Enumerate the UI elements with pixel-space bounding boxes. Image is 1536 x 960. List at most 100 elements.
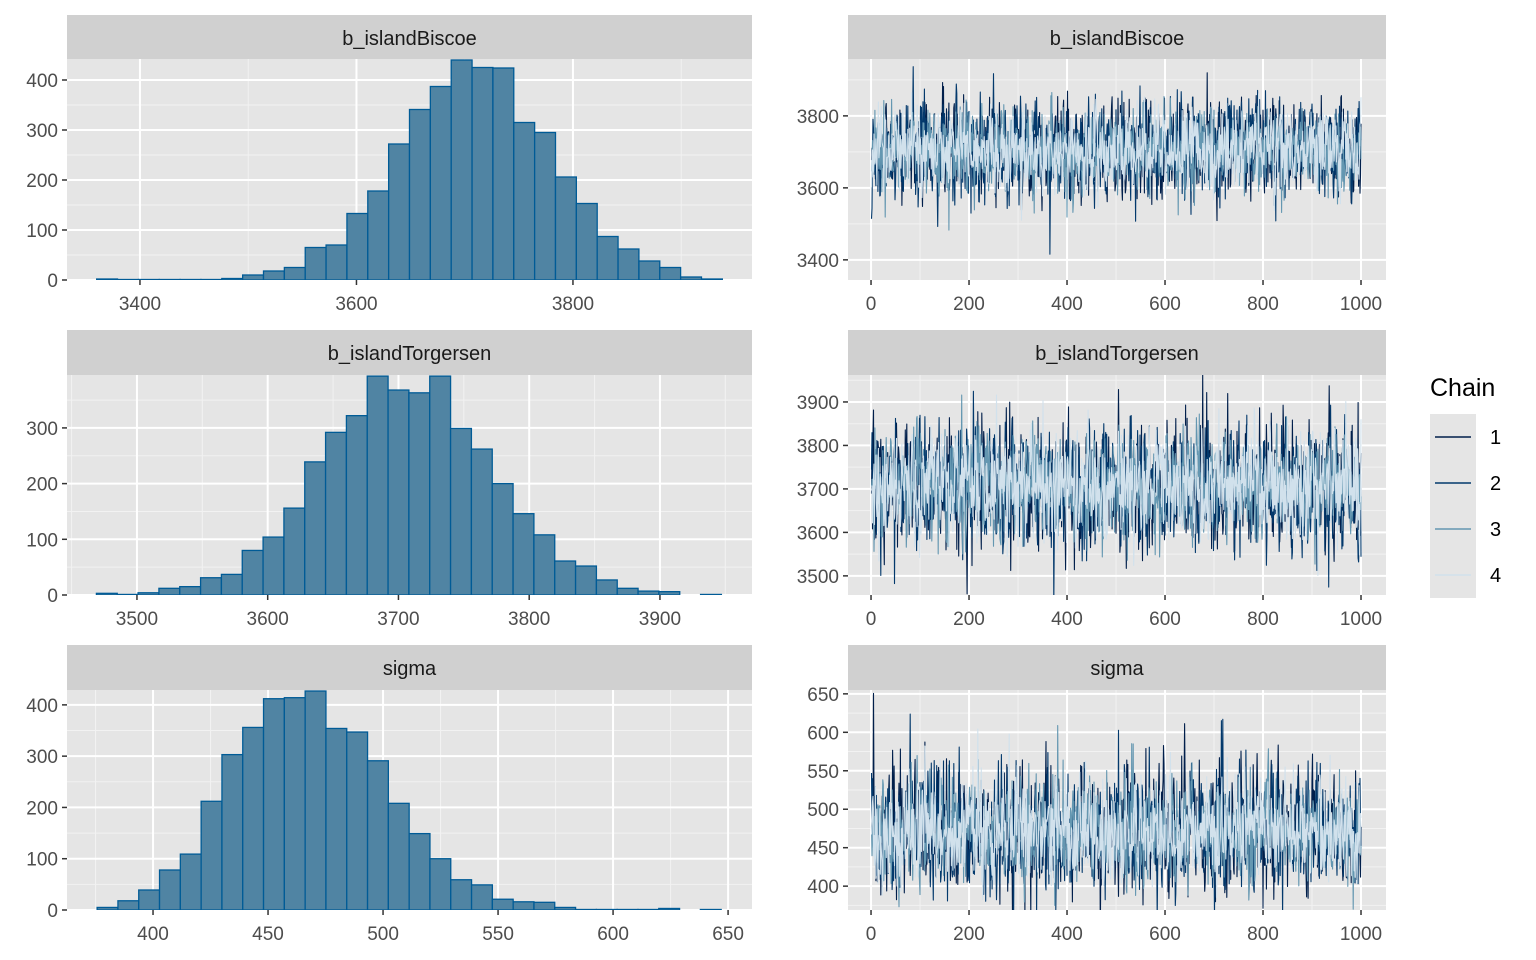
x-tick-label: 400	[1051, 294, 1083, 315]
histogram-panel-b-islandbiscoe: b_islandBiscoe 3400 3600 3800 0 100 200 300 400	[26, 15, 752, 315]
y-tick-label: 300	[26, 747, 58, 768]
histogram-bar	[200, 278, 223, 280]
histogram-bar	[283, 697, 306, 910]
x-tick-label: 3500	[116, 609, 158, 630]
histogram-bar	[637, 908, 660, 910]
x-tick-label: 400	[1051, 609, 1083, 630]
histogram-bar	[242, 274, 265, 280]
facet-strip	[67, 645, 752, 690]
y-tick-label: 500	[807, 800, 839, 821]
facet-strip-label: sigma	[383, 658, 437, 680]
histogram-bar	[96, 906, 119, 910]
histogram-bar	[513, 121, 536, 280]
x-tick-label: 400	[137, 924, 169, 945]
histogram-bar	[137, 278, 160, 280]
trace-line-chain-3	[870, 91, 1362, 231]
x-tick-label: 800	[1247, 294, 1279, 315]
histogram-bar	[638, 260, 661, 280]
x-tick-label: 1000	[1340, 294, 1382, 315]
histogram-bar	[325, 727, 348, 910]
trace-line-chain-4	[870, 394, 1362, 576]
histogram-bar	[700, 278, 723, 280]
histogram-bar	[699, 593, 723, 595]
y-tick-label: 3800	[797, 436, 839, 457]
histogram-bar	[471, 66, 494, 280]
x-tick-label: 400	[1051, 924, 1083, 945]
histogram-bar	[221, 277, 244, 280]
x-tick-label: 450	[252, 924, 284, 945]
histogram-bar	[158, 587, 181, 595]
legend-label-chain-4: 4	[1490, 565, 1501, 587]
y-tick-label: 200	[26, 475, 58, 496]
x-tick-label: 550	[482, 924, 514, 945]
x-tick-label: 600	[1149, 294, 1181, 315]
y-tick-label: 3400	[797, 251, 839, 272]
histogram-bar	[262, 270, 286, 280]
histogram-bar	[596, 235, 619, 280]
y-tick-label: 400	[26, 696, 58, 717]
histogram-bar	[533, 534, 556, 595]
facet-strip	[67, 330, 752, 375]
x-tick-label: 3600	[335, 294, 377, 315]
histogram-bar	[554, 176, 577, 280]
histogram-bar	[220, 573, 243, 595]
y-tick-label: 550	[807, 762, 839, 783]
histogram-bar	[179, 853, 202, 910]
histogram-bar	[512, 901, 535, 910]
histogram-bar	[241, 549, 264, 595]
histogram-bar	[533, 901, 556, 910]
y-tick-label: 3700	[797, 480, 839, 501]
histogram-bar	[637, 590, 660, 595]
x-tick-label: 3600	[247, 609, 289, 630]
x-tick-label: 3800	[508, 609, 550, 630]
histogram-bar	[262, 698, 285, 910]
trace-line-chain-4	[870, 728, 1362, 900]
x-tick-label: 0	[866, 924, 877, 945]
facet-strip	[848, 330, 1386, 375]
facet-strip	[848, 645, 1386, 690]
x-tick-label: 1000	[1340, 609, 1382, 630]
y-tick-label: 3500	[797, 567, 839, 588]
y-tick-label: 100	[26, 221, 58, 242]
histogram-bar	[304, 461, 327, 595]
histogram-bar	[470, 448, 493, 595]
histogram-bar	[366, 760, 390, 910]
histogram-bar	[96, 278, 119, 280]
histogram-bar	[345, 415, 368, 595]
x-tick-label: 200	[953, 294, 985, 315]
histogram-bars	[96, 690, 722, 910]
histogram-bar	[595, 908, 618, 910]
y-tick-label: 0	[47, 586, 58, 607]
histogram-bars	[95, 375, 723, 595]
histogram-bar	[533, 131, 557, 280]
histogram-bars	[96, 59, 723, 280]
histogram-bar	[470, 884, 494, 910]
histogram-bar	[283, 507, 306, 595]
x-tick-label: 600	[597, 924, 629, 945]
y-tick-label: 400	[26, 71, 58, 92]
histogram-bar	[408, 108, 432, 280]
histogram-bar	[138, 889, 161, 910]
x-tick-label: 650	[712, 924, 744, 945]
histogram-bar	[283, 266, 306, 280]
histogram-bar	[450, 59, 473, 280]
y-tick-label: 200	[26, 171, 58, 192]
trace-lines	[870, 375, 1362, 595]
histogram-bar	[367, 190, 390, 280]
y-tick-label: 400	[807, 877, 839, 898]
histogram-bar	[491, 482, 514, 595]
legend-label-chain-2: 2	[1490, 473, 1501, 495]
histogram-bar	[659, 266, 682, 280]
legend-label-chain-3: 3	[1490, 519, 1501, 541]
histogram-bar	[117, 900, 140, 910]
histogram-bar	[595, 579, 618, 595]
trace-panel-b-islandbiscoe: b_islandBiscoe 0 200 400 600 800 1000 3400 3600 3…	[797, 15, 1386, 315]
x-tick-label: 3700	[377, 609, 419, 630]
trace-lines	[870, 66, 1362, 255]
histogram-bar	[158, 869, 181, 910]
x-tick-label: 0	[866, 609, 877, 630]
y-tick-label: 3600	[797, 523, 839, 544]
x-tick-label: 600	[1149, 609, 1181, 630]
histogram-bar	[387, 143, 411, 280]
y-tick-label: 300	[26, 121, 58, 142]
